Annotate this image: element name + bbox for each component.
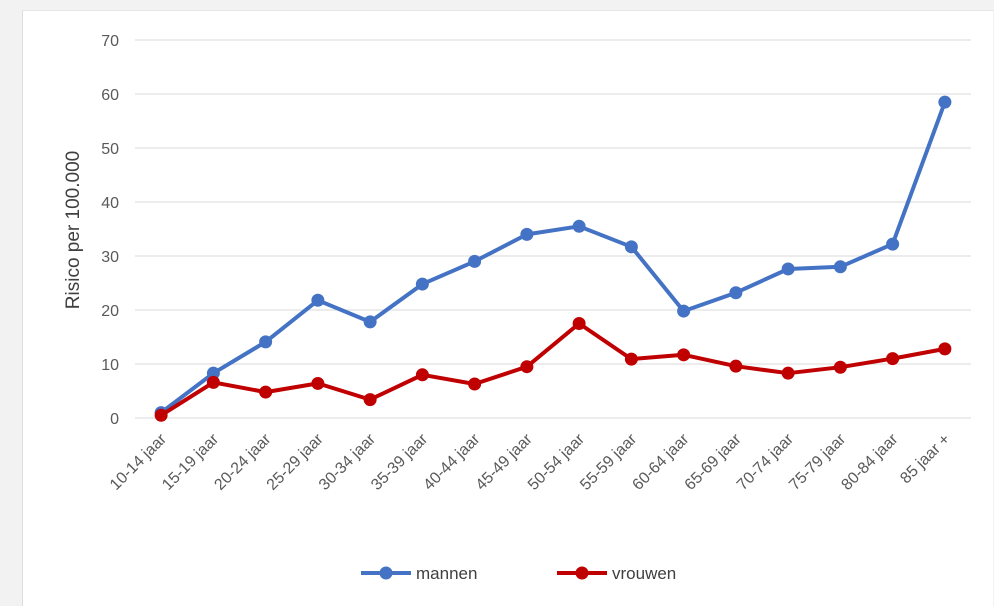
y-axis-tick-labels: 0 10 20 30 40 50 60 70 xyxy=(101,33,119,428)
data-point-vrouwen xyxy=(833,360,847,374)
data-point-mannen xyxy=(886,237,900,251)
y-tick-label: 0 xyxy=(110,411,119,428)
series-line-vrouwen xyxy=(159,321,947,418)
data-point-mannen xyxy=(833,260,847,274)
legend-marker-vrouwen xyxy=(575,566,589,580)
y-tick-label: 10 xyxy=(101,357,119,374)
data-point-mannen xyxy=(677,304,691,318)
data-point-vrouwen xyxy=(363,393,377,407)
data-point-mannen xyxy=(938,95,952,109)
legend-label-mannen: mannen xyxy=(416,564,477,583)
data-point-mannen xyxy=(572,219,586,233)
line-chart: 0 10 20 30 40 50 60 70 Risico per 100.000 10-14… xyxy=(63,33,971,583)
legend: mannen vrouwen xyxy=(361,564,676,583)
y-tick-label: 40 xyxy=(101,195,119,212)
data-point-vrouwen xyxy=(886,352,900,366)
data-point-mannen xyxy=(363,315,377,329)
y-axis-title: Risico per 100.000 xyxy=(63,151,84,309)
x-tick-label: 80-84 jaar xyxy=(838,430,901,493)
series-line-mannen xyxy=(159,100,947,415)
data-point-vrouwen xyxy=(206,375,220,389)
x-tick-label: 85 jaar + xyxy=(897,431,953,487)
series-lines xyxy=(154,95,952,422)
y-tick-label: 70 xyxy=(101,33,119,50)
data-point-vrouwen xyxy=(468,377,482,391)
data-point-mannen xyxy=(259,335,273,349)
series-mannen xyxy=(154,95,952,420)
y-tick-label: 50 xyxy=(101,141,119,158)
data-point-vrouwen xyxy=(311,376,325,390)
data-point-vrouwen xyxy=(572,317,586,330)
data-point-vrouwen xyxy=(677,348,691,362)
data-point-mannen xyxy=(206,366,220,380)
data-point-mannen xyxy=(624,240,638,254)
data-point-vrouwen xyxy=(415,368,429,382)
data-point-mannen xyxy=(311,293,325,307)
data-point-vrouwen xyxy=(520,360,534,374)
data-point-vrouwen xyxy=(729,359,743,373)
y-tick-label: 20 xyxy=(101,303,119,320)
series-vrouwen xyxy=(154,317,952,422)
data-point-mannen xyxy=(729,286,743,300)
y-tick-label: 30 xyxy=(101,249,119,266)
data-point-vrouwen xyxy=(154,408,168,422)
legend-marker-mannen xyxy=(379,566,393,580)
data-point-mannen xyxy=(781,262,795,276)
data-point-vrouwen xyxy=(259,385,273,399)
legend-label-vrouwen: vrouwen xyxy=(612,564,676,583)
data-point-vrouwen xyxy=(781,366,795,380)
data-point-vrouwen xyxy=(938,342,952,356)
data-point-vrouwen xyxy=(624,352,638,366)
data-point-mannen xyxy=(468,254,482,268)
data-point-mannen xyxy=(520,227,534,241)
data-point-mannen xyxy=(415,277,429,291)
chart-panel: 0 10 20 30 40 50 60 70 Risico per 100.000 10-14… xyxy=(22,10,993,606)
gridlines xyxy=(135,39,971,419)
y-tick-label: 60 xyxy=(101,87,119,104)
